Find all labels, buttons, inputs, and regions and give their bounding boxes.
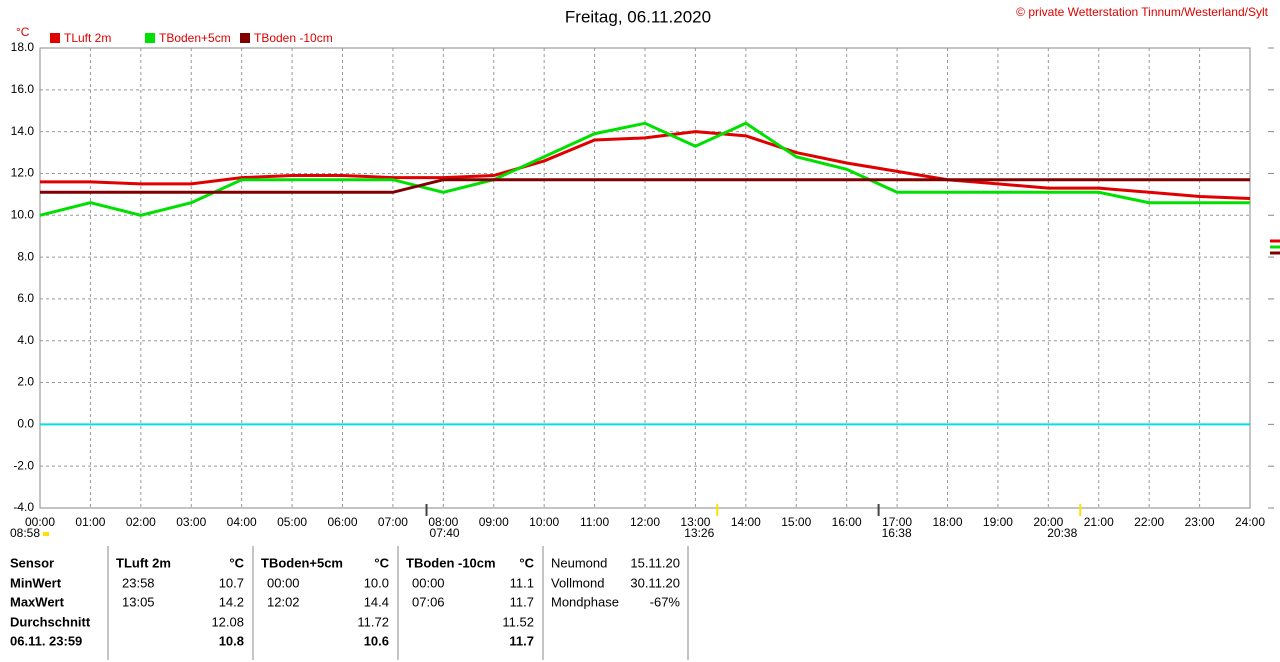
astro-note: 08:58 (10, 526, 40, 540)
y-tick-label: 18.0 (11, 40, 35, 54)
group-name: TLuft 2m (116, 555, 171, 570)
value-cell: 11.52 (502, 614, 534, 629)
x-tick-label: 10:00 (529, 515, 559, 529)
x-tick-label: 04:00 (227, 515, 257, 529)
group-unit: °C (519, 555, 534, 570)
series-line (39, 121, 1250, 217)
y-unit: °C (16, 25, 30, 39)
series-line (40, 178, 1250, 194)
chart-title: Freitag, 06.11.2020 (565, 7, 711, 26)
legend-label: TBoden -10cm (254, 31, 333, 45)
time-cell: 23:58 (122, 575, 155, 590)
group-name: TBoden -10cm (406, 555, 496, 570)
y-tick-label: 6.0 (17, 291, 34, 305)
legend-swatch (145, 33, 155, 43)
moon-value: 15.11.20 (630, 555, 680, 570)
moon-label: Vollmond (551, 575, 604, 590)
value-cell: 10.7 (219, 575, 244, 590)
x-tick-label: 12:00 (630, 515, 660, 529)
row-label: 06.11. 23:59 (10, 633, 82, 648)
x-tick-label: 18:00 (932, 515, 962, 529)
copyright: © private Wetterstation Tinnum/Westerlan… (1016, 5, 1269, 19)
x-tick-label: 11:00 (580, 515, 609, 529)
x-tick-label: 20:00 (1033, 515, 1063, 529)
moon-label: Neumond (551, 555, 607, 570)
x-tick-label: 17:00 (882, 515, 912, 529)
legend-swatch (240, 33, 250, 43)
time-cell: 12:02 (267, 594, 300, 609)
row-label: MinWert (10, 575, 62, 590)
astro-label: 16:38 (882, 526, 912, 540)
value-cell: 11.7 (509, 633, 534, 648)
value-cell: 10.6 (364, 633, 389, 648)
table-header: Sensor (10, 555, 54, 570)
y-tick-label: 10.0 (11, 207, 35, 221)
legend-label: TLuft 2m (64, 31, 111, 45)
astro-label: 13:26 (684, 526, 714, 540)
moon-value: 30.11.20 (630, 575, 680, 590)
x-tick-label: 24:00 (1235, 515, 1265, 529)
x-tick-label: 03:00 (176, 515, 206, 529)
x-tick-label: 13:00 (680, 515, 710, 529)
x-tick-label: 07:00 (378, 515, 408, 529)
y-tick-label: 12.0 (11, 166, 35, 180)
value-cell: 14.4 (364, 594, 389, 609)
x-tick-label: 02:00 (126, 515, 156, 529)
value-cell: 14.2 (219, 594, 244, 609)
x-tick-label: 01:00 (75, 515, 105, 529)
y-tick-label: 4.0 (17, 333, 34, 347)
x-tick-label: 00:00 (25, 515, 55, 529)
time-cell: 07:06 (412, 594, 445, 609)
x-tick-label: 22:00 (1134, 515, 1164, 529)
row-label: MaxWert (10, 594, 65, 609)
y-tick-label: 14.0 (11, 124, 35, 138)
table-lines (107, 546, 689, 660)
x-tick-label: 15:00 (781, 515, 811, 529)
group-unit: °C (229, 555, 244, 570)
y-tick-label: 8.0 (17, 249, 34, 263)
x-tick-label: 23:00 (1185, 515, 1215, 529)
astro-label: 07:40 (430, 526, 460, 540)
value-cell: 11.72 (357, 614, 389, 629)
row-label: Durchschnitt (10, 614, 91, 629)
x-tick-label: 08:00 (428, 515, 458, 529)
y-tick-label: 2.0 (17, 375, 34, 389)
value-cell: 10.0 (364, 575, 389, 590)
time-cell: 13:05 (122, 594, 155, 609)
moon-value: -67% (650, 594, 681, 609)
y-tick-label: 0.0 (17, 417, 34, 431)
x-tick-label: 19:00 (983, 515, 1013, 529)
astro-label: 20:38 (1047, 526, 1077, 540)
series-line (40, 130, 1251, 201)
x-tick-label: 21:00 (1084, 515, 1114, 529)
x-tick-label: 06:00 (327, 515, 357, 529)
value-cell: 12.08 (211, 614, 244, 629)
x-tick-label: 05:00 (277, 515, 307, 529)
value-cell: 10.8 (219, 633, 244, 648)
y-tick-label: -2.0 (13, 458, 34, 472)
group-unit: °C (374, 555, 389, 570)
value-cell: 11.1 (510, 575, 534, 590)
moon-label: Mondphase (551, 594, 619, 609)
time-cell: 00:00 (412, 575, 445, 590)
y-tick-label: -4.0 (13, 500, 34, 514)
x-tick-label: 09:00 (479, 515, 509, 529)
legend-swatch (50, 33, 60, 43)
time-cell: 00:00 (267, 575, 300, 590)
value-cell: 11.7 (510, 594, 534, 609)
x-tick-label: 14:00 (731, 515, 761, 529)
astro-dot (43, 532, 49, 536)
y-tick-label: 16.0 (11, 82, 35, 96)
legend-label: TBoden+5cm (159, 31, 231, 45)
x-tick-label: 16:00 (832, 515, 862, 529)
group-name: TBoden+5cm (261, 555, 343, 570)
